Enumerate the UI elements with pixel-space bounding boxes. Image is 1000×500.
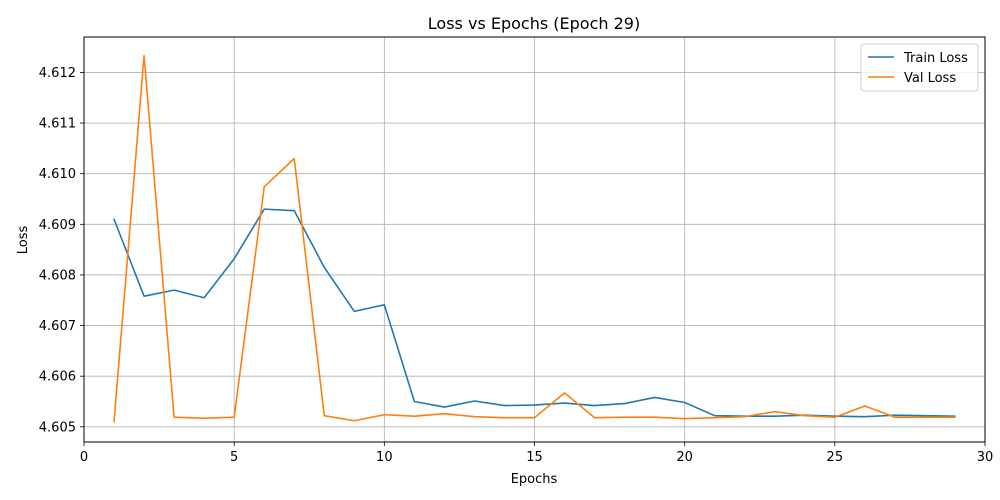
y-axis-label: Loss [16, 226, 31, 255]
y-tick-label: 4.612 [39, 66, 76, 81]
y-tick-label: 4.611 [39, 117, 76, 132]
y-tick-label: 4.606 [39, 370, 76, 385]
x-tick-label: 25 [827, 450, 844, 465]
chart-title: Loss vs Epochs (Epoch 29) [428, 14, 640, 33]
y-tick-label: 4.605 [39, 420, 76, 435]
y-tick-label: 4.607 [39, 319, 76, 334]
x-tick-label: 20 [676, 450, 693, 465]
series-layer [113, 54, 956, 423]
x-axis-label: Epochs [511, 472, 558, 487]
legend-label-val-loss: Val Loss [904, 71, 956, 86]
x-tick-label: 10 [376, 450, 393, 465]
y-tick-label: 4.608 [39, 268, 76, 283]
x-tick-label: 5 [230, 450, 238, 465]
series-line-val-loss [113, 54, 956, 423]
legend-box [860, 43, 979, 92]
grid-layer [83, 37, 986, 442]
legend: Train Loss Val Loss [860, 43, 979, 92]
tick-layer: 0 5 10 15 20 25 30 4.605 4.606 4.607 4.608 4.609 4.6… [39, 66, 993, 465]
x-tick-label: 30 [977, 450, 994, 465]
x-tick-label: 0 [80, 450, 88, 465]
y-tick-label: 4.610 [39, 167, 76, 182]
y-tick-label: 4.609 [39, 218, 76, 233]
x-tick-label: 15 [526, 450, 543, 465]
legend-label-train-loss: Train Loss [903, 51, 968, 66]
